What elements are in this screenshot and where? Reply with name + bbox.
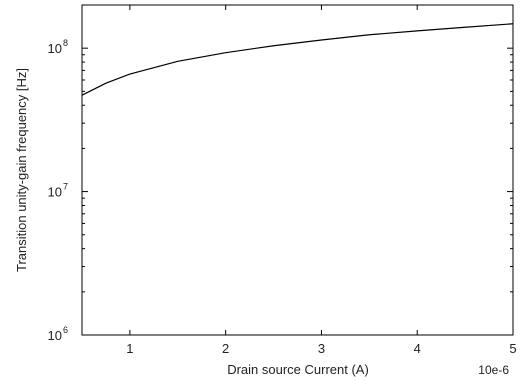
series-line <box>81 23 514 96</box>
x-tick-label: 3 <box>318 341 325 356</box>
x-axis-label: Drain source Current (A) <box>227 362 369 377</box>
y-tick-label-exponent: 7 <box>63 182 68 192</box>
y-tick-label-base: 10 <box>48 185 62 200</box>
x-axis-exponent-label: 10e-6 <box>478 363 509 377</box>
x-tick-label: 4 <box>414 341 421 356</box>
y-tick-label-base: 10 <box>48 41 62 56</box>
y-axis-label: Transition unity-gain frequency [Hz] <box>14 68 29 272</box>
plot-frame <box>81 4 514 336</box>
x-tick-label: 2 <box>222 341 229 356</box>
y-tick-label-base: 10 <box>48 328 62 343</box>
x-tick-label: 5 <box>509 341 516 356</box>
series-layer <box>81 23 514 96</box>
y-tick-label-exponent: 8 <box>63 38 68 48</box>
y-tick-label-exponent: 6 <box>63 325 68 335</box>
x-axis-ticks: 1 2 3 4 5 <box>126 5 517 356</box>
x-tick-label: 1 <box>126 341 133 356</box>
